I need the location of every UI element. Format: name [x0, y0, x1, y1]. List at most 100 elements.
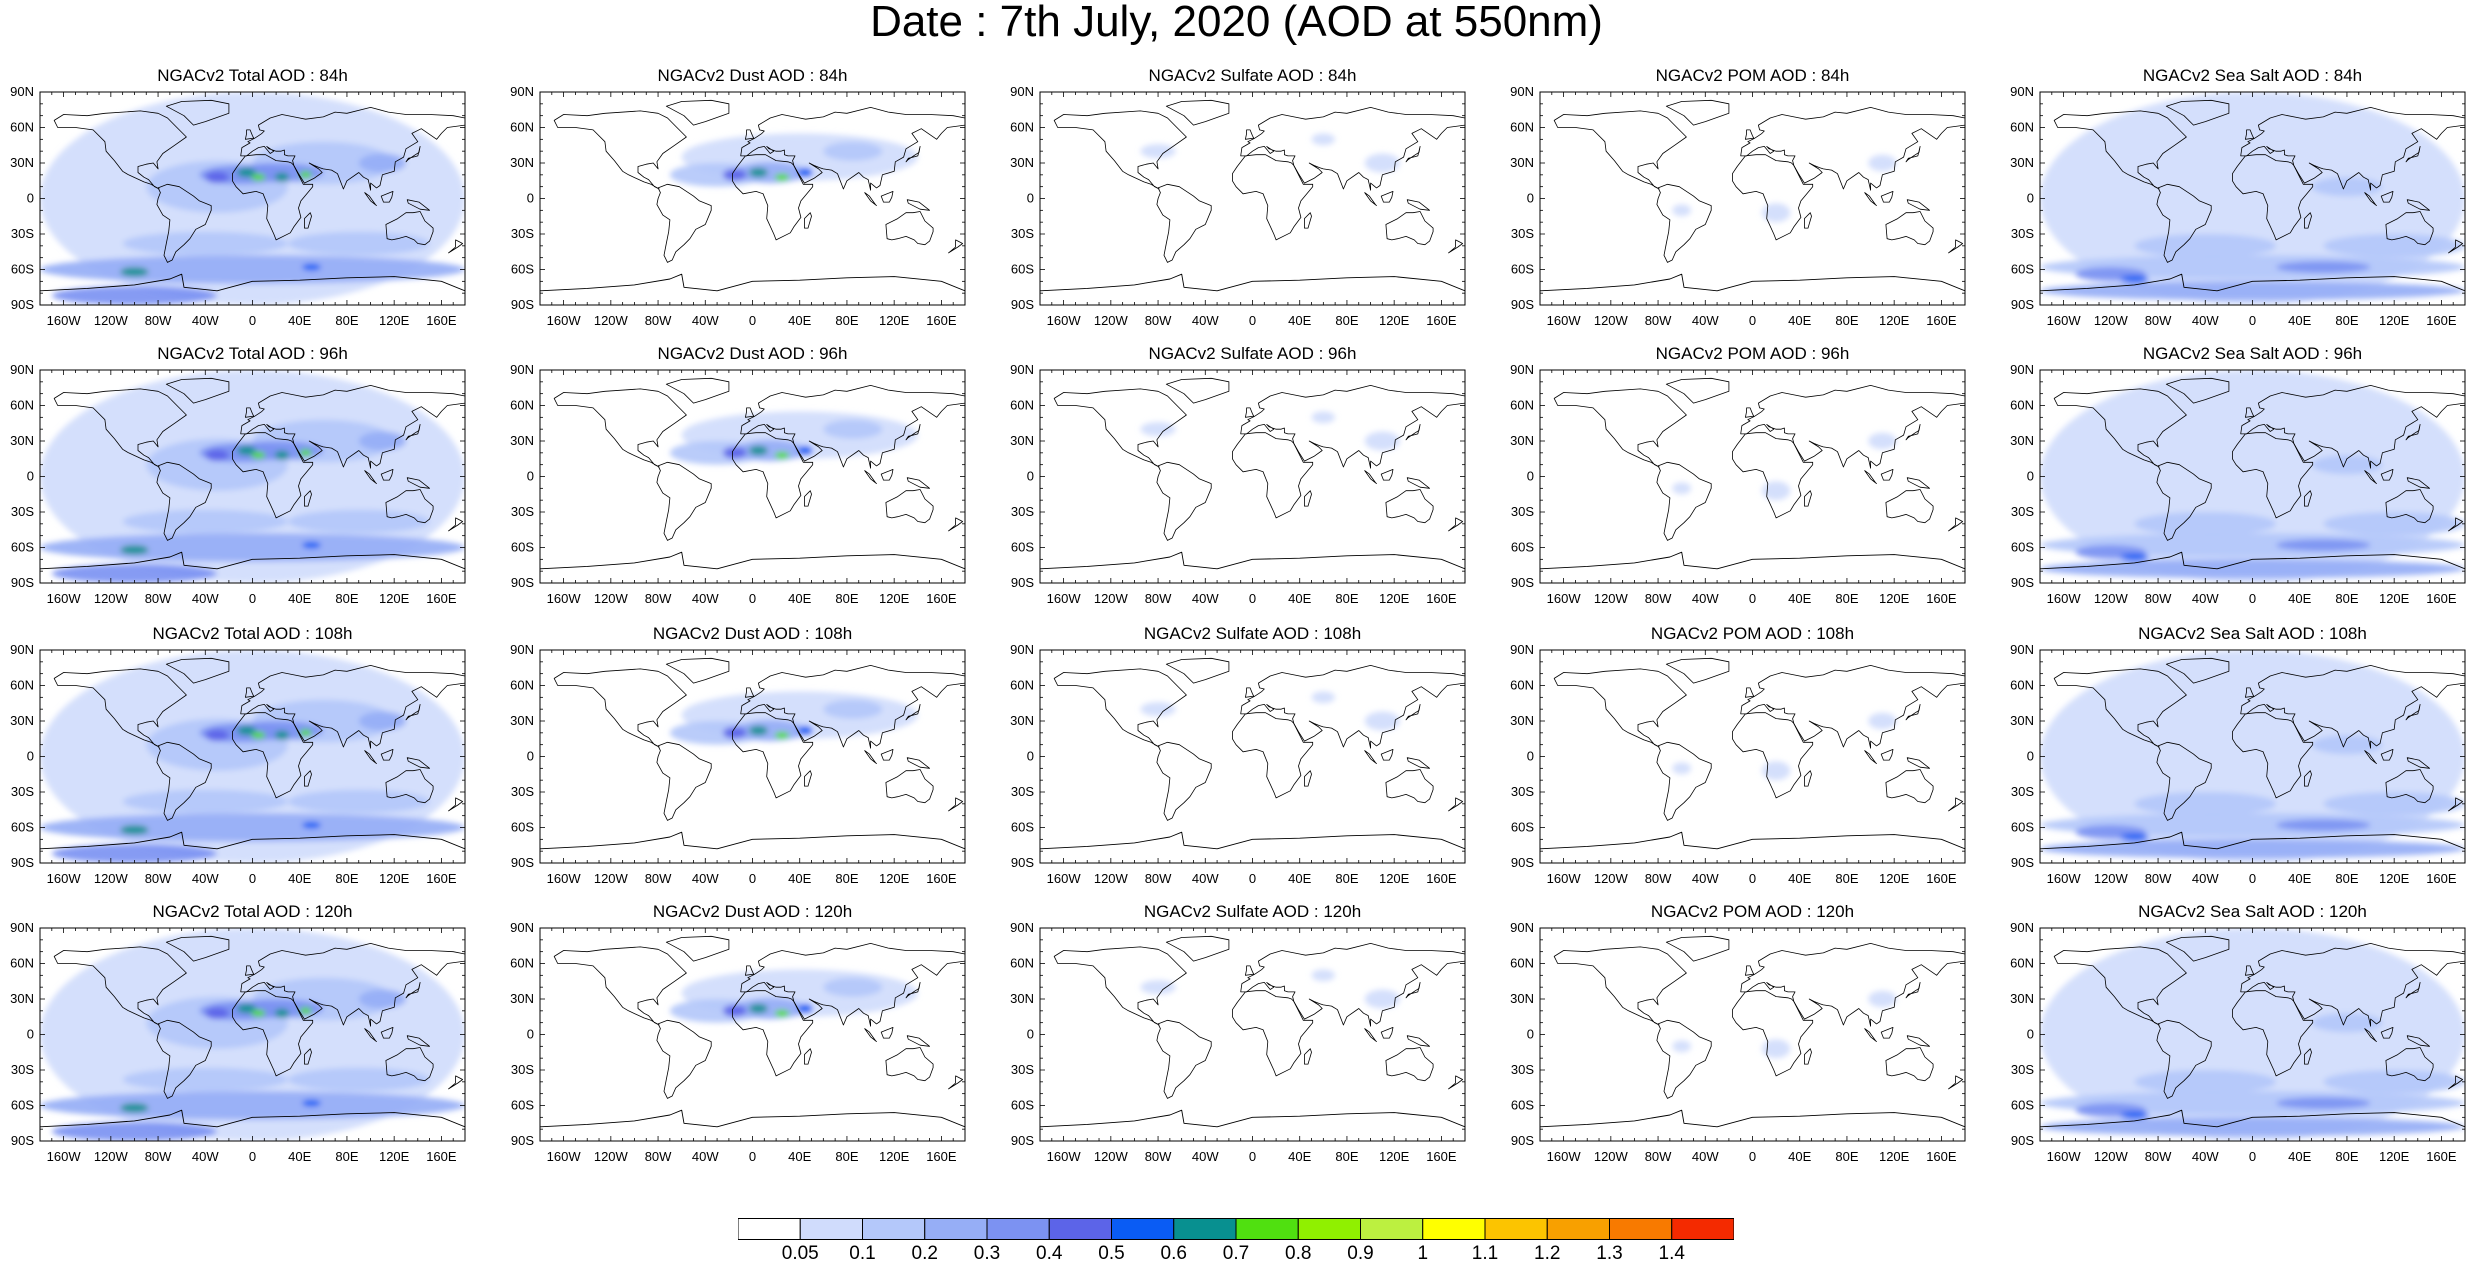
lon-tick-label: 40E — [288, 1149, 311, 1164]
lat-tick-label: 60N — [510, 678, 534, 693]
lat-tick-label: 60N — [1510, 120, 1534, 135]
lat-tick-label: 30N — [10, 155, 34, 170]
map-plot: 160W 120W 80W 40W 0 40E 80E 120E 160E 90N 60N 30N 0 3… — [1010, 362, 1466, 606]
map-panel-seasalt: NGACv2 Sea Salt AOD : 96h 160W 120W 80W 40W 0… — [2000, 344, 2473, 614]
lon-tick-label: 80W — [1145, 871, 1172, 886]
lon-tick-label: 80W — [1145, 1149, 1172, 1164]
colorbar-label: 0.3 — [973, 1243, 1001, 1264]
lat-tick-label: 90S — [1511, 297, 1534, 312]
lon-tick-label: 80E — [2335, 313, 2358, 328]
lat-tick-label: 90N — [510, 642, 534, 657]
lon-tick-label: 160W — [1047, 1149, 1082, 1164]
lon-tick-label: 120W — [1094, 871, 1129, 886]
lat-tick-label: 60S — [1011, 1098, 1034, 1113]
lon-tick-label: 160W — [1047, 591, 1082, 606]
lon-tick-label: 80W — [2145, 871, 2172, 886]
lat-tick-label: 90N — [1010, 920, 1034, 935]
lat-tick-label: 30N — [1010, 433, 1034, 448]
map-plot: 160W 120W 80W 40W 0 40E 80E 120E 160E 90N 60N 30N 0 3… — [510, 362, 966, 606]
lat-tick-label: 60N — [2010, 120, 2034, 135]
colorbar-swatch — [1422, 1218, 1486, 1240]
lon-tick-label: 40E — [2288, 313, 2311, 328]
lat-tick-label: 30S — [2011, 1062, 2034, 1077]
lat-tick-label: 60N — [1510, 956, 1534, 971]
lat-tick-label: 30N — [510, 433, 534, 448]
lat-tick-label: 90N — [10, 642, 34, 657]
lon-tick-label: 160E — [1426, 1149, 1457, 1164]
lon-tick-label: 40E — [1288, 871, 1311, 886]
lon-tick-label: 160E — [426, 313, 457, 328]
lon-tick-label: 120E — [1379, 591, 1410, 606]
map-plot: 160W 120W 80W 40W 0 40E 80E 120E 160E 90N 60N 30N 0 3… — [1510, 362, 1966, 606]
lat-tick-label: 0 — [527, 469, 534, 484]
lat-tick-label: 0 — [527, 191, 534, 206]
lon-tick-label: 40W — [1692, 313, 1719, 328]
lon-tick-label: 40W — [1192, 871, 1219, 886]
lat-tick-label: 90N — [510, 920, 534, 935]
lon-tick-label: 120W — [2094, 1149, 2129, 1164]
map-panel-sulfate: NGACv2 Sulfate AOD : 108h 160W 120W 80W 40W 0… — [1000, 624, 1500, 894]
lon-tick-label: 120W — [1094, 313, 1129, 328]
colorbar-label: 1.2 — [1534, 1243, 1561, 1264]
lon-tick-label: 40W — [1692, 871, 1719, 886]
lon-tick-label: 0 — [2249, 871, 2256, 886]
panel-title: NGACv2 POM AOD : 96h — [1655, 344, 1850, 363]
lon-tick-label: 40W — [2192, 313, 2219, 328]
lon-tick-label: 0 — [749, 313, 756, 328]
lon-tick-label: 80W — [2145, 1149, 2172, 1164]
lon-tick-label: 40E — [2288, 871, 2311, 886]
lat-tick-label: 30N — [10, 991, 34, 1006]
lat-tick-label: 60S — [1011, 820, 1034, 835]
lon-tick-label: 40W — [692, 591, 719, 606]
lon-tick-label: 0 — [2249, 1149, 2256, 1164]
map-panel-pom: NGACv2 POM AOD : 84h 160W 120W 80W 40W 0 40E 80… — [1500, 66, 2000, 336]
colorbar-label: 0.4 — [1036, 1243, 1063, 1264]
lon-tick-label: 160W — [547, 1149, 582, 1164]
lon-tick-label: 80W — [145, 313, 172, 328]
lat-tick-label: 60S — [11, 820, 34, 835]
lat-tick-label: 90S — [1011, 297, 1034, 312]
lon-tick-label: 120W — [594, 591, 629, 606]
colorbar-swatch — [1235, 1218, 1299, 1240]
colorbar-swatch — [799, 1218, 863, 1240]
map-panel-pom: NGACv2 POM AOD : 108h 160W 120W 80W 40W 0 40E 8… — [1500, 624, 2000, 894]
lon-tick-label: 160E — [926, 871, 957, 886]
lon-tick-label: 40E — [1788, 1149, 1811, 1164]
lon-tick-label: 160W — [1547, 871, 1582, 886]
lat-tick-label: 30N — [1510, 155, 1534, 170]
lat-tick-label: 60S — [511, 1098, 534, 1113]
panel-title: NGACv2 Total AOD : 84h — [157, 66, 348, 85]
lon-tick-label: 0 — [1749, 1149, 1756, 1164]
lat-tick-label: 60N — [1010, 956, 1034, 971]
lon-tick-label: 160E — [1926, 871, 1957, 886]
lat-tick-label: 60S — [1511, 820, 1534, 835]
lat-tick-label: 60N — [510, 956, 534, 971]
lon-tick-label: 120E — [2379, 591, 2410, 606]
lon-tick-label: 120E — [379, 591, 410, 606]
lat-tick-label: 0 — [1527, 469, 1534, 484]
map-plot: 160W 120W 80W 40W 0 40E 80E 120E 160E 90N 60N 30N 0 3… — [510, 920, 966, 1164]
lon-tick-label: 160E — [1926, 313, 1957, 328]
lon-tick-label: 80E — [835, 1149, 858, 1164]
panel-title: NGACv2 Sea Salt AOD : 96h — [2142, 344, 2363, 363]
colorbar — [738, 1218, 1734, 1240]
lat-tick-label: 90N — [1010, 84, 1034, 99]
lon-tick-label: 160W — [47, 591, 82, 606]
lon-tick-label: 80E — [335, 591, 358, 606]
colorbar-label: 1 — [1417, 1243, 1429, 1264]
lon-tick-label: 80W — [1645, 313, 1672, 328]
lon-tick-label: 0 — [749, 591, 756, 606]
lon-tick-label: 80E — [1835, 313, 1858, 328]
colorbar-label: 0.1 — [849, 1243, 876, 1264]
lon-tick-label: 40E — [1288, 591, 1311, 606]
colorbar-label: 0.6 — [1160, 1243, 1187, 1264]
panel-title: NGACv2 Total AOD : 120h — [152, 902, 353, 921]
colorbar-swatch — [738, 1218, 801, 1240]
lon-tick-label: 80W — [2145, 313, 2172, 328]
lat-tick-label: 30S — [1511, 226, 1534, 241]
lon-tick-label: 80W — [145, 591, 172, 606]
lon-tick-label: 160E — [426, 871, 457, 886]
lon-tick-label: 160E — [2426, 1149, 2457, 1164]
lon-tick-label: 160W — [1047, 313, 1082, 328]
lon-tick-label: 160W — [47, 1149, 82, 1164]
